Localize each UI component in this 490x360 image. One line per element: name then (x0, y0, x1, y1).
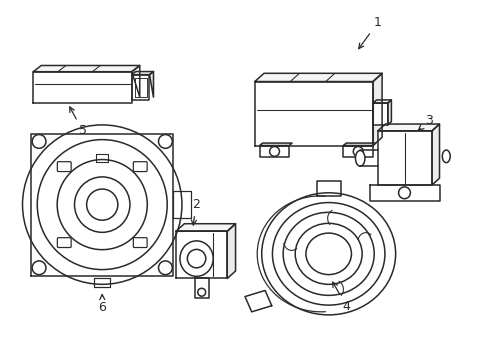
Circle shape (198, 288, 206, 296)
Polygon shape (373, 73, 382, 145)
Polygon shape (149, 72, 153, 97)
Circle shape (159, 261, 172, 275)
Polygon shape (317, 181, 341, 196)
Circle shape (270, 147, 279, 156)
Text: 3: 3 (418, 114, 433, 130)
Polygon shape (255, 73, 382, 82)
Polygon shape (132, 72, 153, 75)
Circle shape (398, 187, 411, 199)
Polygon shape (373, 103, 388, 125)
Ellipse shape (355, 150, 365, 166)
Polygon shape (33, 66, 140, 72)
FancyBboxPatch shape (133, 162, 147, 172)
FancyBboxPatch shape (133, 238, 147, 248)
Polygon shape (255, 82, 373, 145)
Polygon shape (373, 100, 392, 103)
Circle shape (32, 261, 46, 275)
Polygon shape (388, 100, 392, 125)
Text: 1: 1 (359, 16, 382, 49)
Polygon shape (260, 145, 289, 157)
Text: 4: 4 (333, 282, 350, 312)
Polygon shape (176, 231, 227, 278)
Polygon shape (378, 124, 440, 131)
Polygon shape (370, 185, 440, 201)
Polygon shape (432, 124, 440, 185)
Polygon shape (132, 66, 140, 97)
Polygon shape (176, 224, 236, 231)
Polygon shape (343, 143, 376, 145)
Text: 2: 2 (192, 198, 200, 225)
Polygon shape (33, 72, 132, 103)
FancyBboxPatch shape (57, 162, 71, 172)
Text: 5: 5 (70, 107, 87, 137)
Circle shape (159, 135, 172, 148)
Circle shape (353, 147, 363, 156)
Text: 6: 6 (98, 294, 106, 315)
Polygon shape (343, 145, 373, 157)
Polygon shape (378, 131, 432, 185)
Polygon shape (195, 278, 209, 298)
Circle shape (32, 135, 46, 148)
Ellipse shape (442, 150, 450, 163)
Polygon shape (132, 75, 149, 100)
Circle shape (187, 249, 206, 268)
Polygon shape (245, 291, 272, 312)
Polygon shape (227, 224, 236, 278)
Polygon shape (260, 143, 292, 145)
FancyBboxPatch shape (57, 238, 71, 248)
